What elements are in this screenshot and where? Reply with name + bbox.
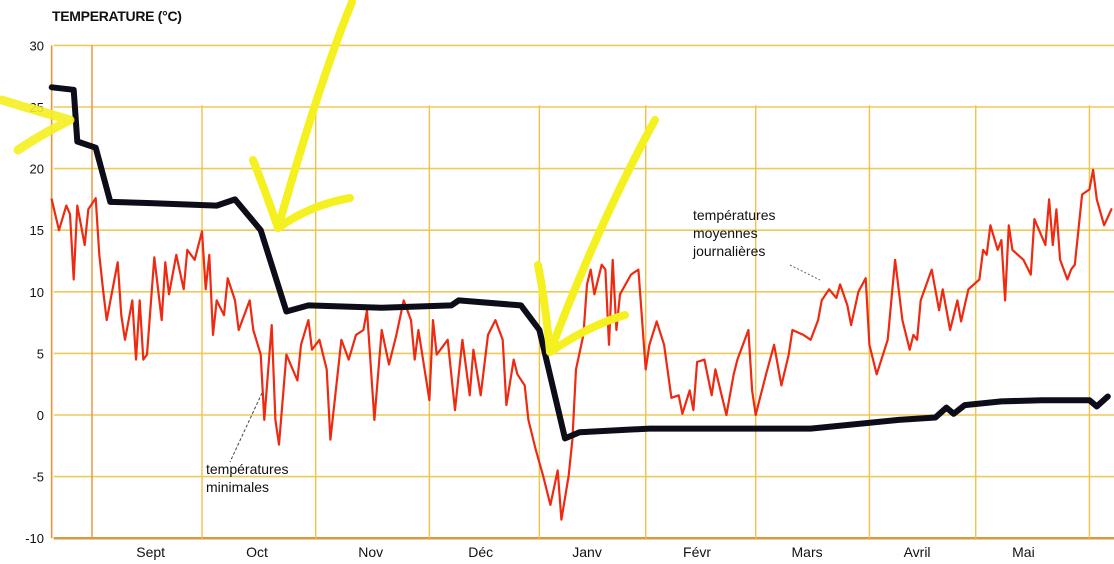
leader-line [789, 264, 821, 281]
x-tick-label: Janv [572, 544, 602, 560]
x-tick-label: Déc [468, 544, 493, 560]
x-tick-label: Nov [358, 544, 383, 560]
hand-drawn-arrows [0, 0, 821, 463]
annotation-minimum-temperatures: températures minimales [206, 460, 288, 496]
leader-line [229, 392, 263, 463]
y-tick-label: 30 [30, 38, 44, 53]
x-tick-label: Mars [792, 544, 823, 560]
x-tick-labels: Sept Oct Nov Déc Janv Févr Mars Avril Mai [136, 544, 1034, 560]
black-temperature-line [48, 84, 1111, 442]
annotation-line: moyennes [693, 225, 758, 241]
annotation-line: minimales [206, 479, 270, 495]
arrow-icon [0, 95, 75, 155]
y-tick-label: 15 [30, 223, 44, 238]
annotation-daily-mean-temperatures: températures moyennes journalières [693, 206, 775, 260]
annotation-line: températures [693, 207, 776, 223]
x-tick-label: Sept [136, 544, 165, 560]
arrow-icon [534, 116, 659, 356]
chart-title: TEMPERATURE (°C) [52, 8, 182, 24]
red-temperature-line [50, 168, 1113, 521]
x-tick-label: Oct [246, 544, 268, 560]
x-tick-label: Avril [904, 544, 931, 560]
series-lines [48, 84, 1113, 521]
annotation-line: journalières [693, 243, 766, 259]
y-tick-label: 5 [37, 346, 44, 361]
arrow-icon [249, 0, 356, 232]
y-tick-label: 10 [30, 285, 44, 300]
y-tick-label: -5 [32, 470, 44, 485]
x-tick-label: Févr [683, 544, 711, 560]
y-tick-label: -10 [25, 531, 44, 546]
y-tick-label: 20 [30, 162, 44, 177]
y-tick-label: 0 [37, 408, 44, 423]
annotation-line: températures [206, 461, 289, 477]
x-tick-label: Mai [1012, 544, 1035, 560]
grid [50, 44, 1114, 540]
